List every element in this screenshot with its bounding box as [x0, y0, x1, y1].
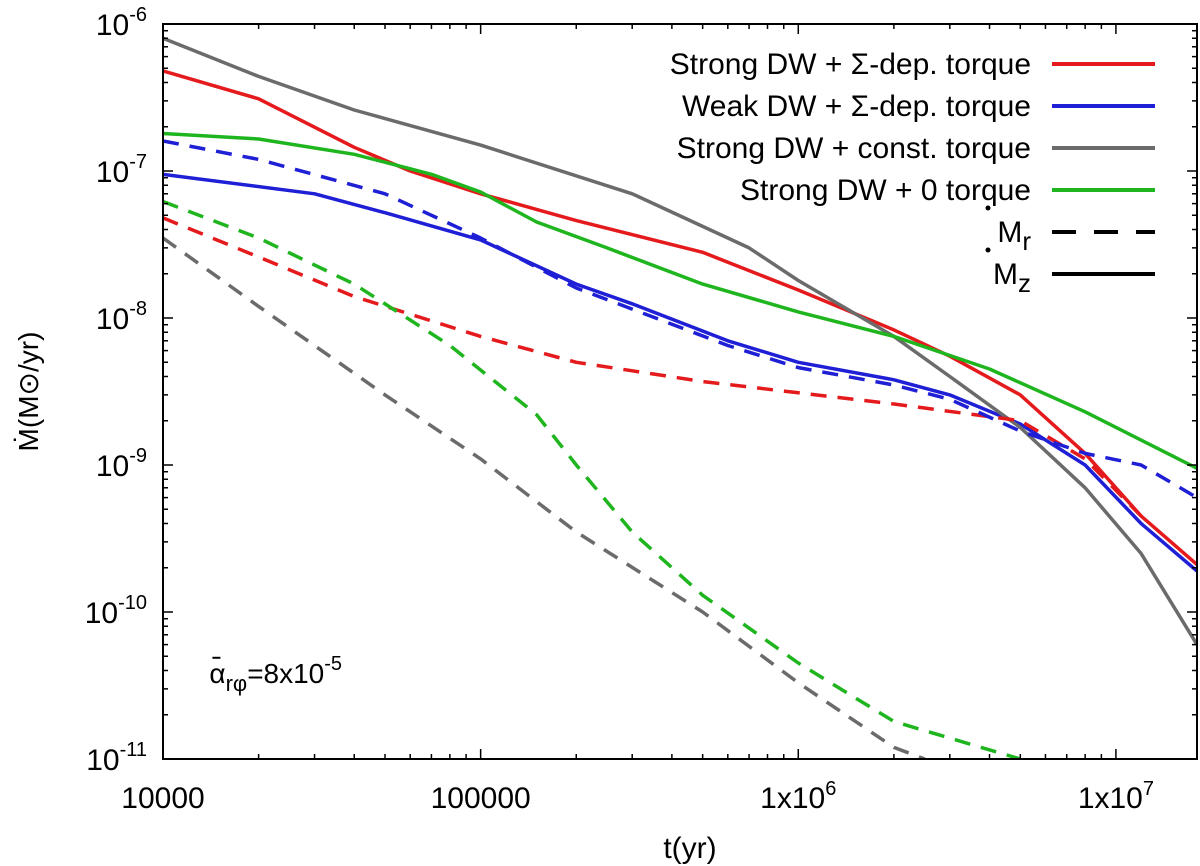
series-line-6-weak-dw-dep-torque-r: [163, 139, 1197, 500]
legend-entry-5: Mr: [985, 205, 1155, 256]
y-tick-label: 10-8: [96, 298, 147, 336]
series-line-8-strong-dw-0-torque-r: [163, 199, 1021, 759]
plot-frame: [162, 23, 1198, 760]
x-tick-label: 1x107: [1078, 778, 1154, 815]
annotation-text: αrφ=8x10-5: [209, 653, 342, 696]
legend-dot-mark: [985, 205, 991, 211]
legend-label: Weak DW + Σ-dep. torque: [682, 90, 1031, 123]
x-axis-title: t(yr): [663, 832, 716, 865]
y-tick-label: 10-9: [96, 445, 147, 483]
series-line-7-strong-dw-const-torque-r: [163, 236, 926, 759]
legend-entry-2: Weak DW + Σ-dep. torque: [682, 90, 1155, 123]
y-axis-title: Ṁ(M⊙/yr): [13, 332, 44, 452]
series-line-4-strong-dw-0-torque-z: [163, 131, 1197, 470]
legend-entry-4: Strong DW + 0 torque: [740, 174, 1155, 207]
y-tick-label: 10-10: [85, 592, 147, 630]
x-tick-label: 100000: [431, 782, 531, 815]
legend: Strong DW + Σ-dep. torque Weak DW + Σ-dep…: [670, 48, 1155, 298]
x-tick-label: 10000: [121, 782, 204, 815]
series-line-5-strong-dw-dep-torque-r: [163, 216, 1143, 518]
series-line-2-weak-dw-dep-torque-z: [163, 172, 1197, 573]
labels-layer: 10000 100000 1x106 1x107 10-6 10-7 10-8 10-9 10-…: [13, 4, 1154, 865]
x-tick-label: 1x106: [760, 778, 836, 815]
legend-label: Strong DW + Σ-dep. torque: [670, 48, 1031, 81]
annotation: αrφ=8x10-5: [209, 653, 342, 696]
legend-label: Mz: [993, 258, 1031, 298]
legend-label: Mr: [997, 216, 1031, 256]
ticks-layer: [162, 23, 1197, 760]
series-line-1-strong-dw-dep-torque-z: [163, 69, 1197, 566]
series-line-3-strong-dw-const-torque-z: [163, 36, 1197, 646]
y-tick-label: 10-7: [96, 151, 147, 189]
legend-entry-3: Strong DW + const. torque: [677, 132, 1155, 165]
legend-dot-mark: [985, 247, 991, 253]
legend-label: Strong DW + const. torque: [677, 132, 1031, 165]
legend-label: Strong DW + 0 torque: [740, 174, 1031, 207]
legend-entry-1: Strong DW + Σ-dep. torque: [670, 48, 1155, 81]
y-tick-label: 10-6: [96, 4, 147, 42]
legend-entry-6: Mz: [985, 247, 1155, 298]
y-tick-label: 10-11: [86, 739, 147, 777]
series-layer: [163, 36, 1197, 759]
